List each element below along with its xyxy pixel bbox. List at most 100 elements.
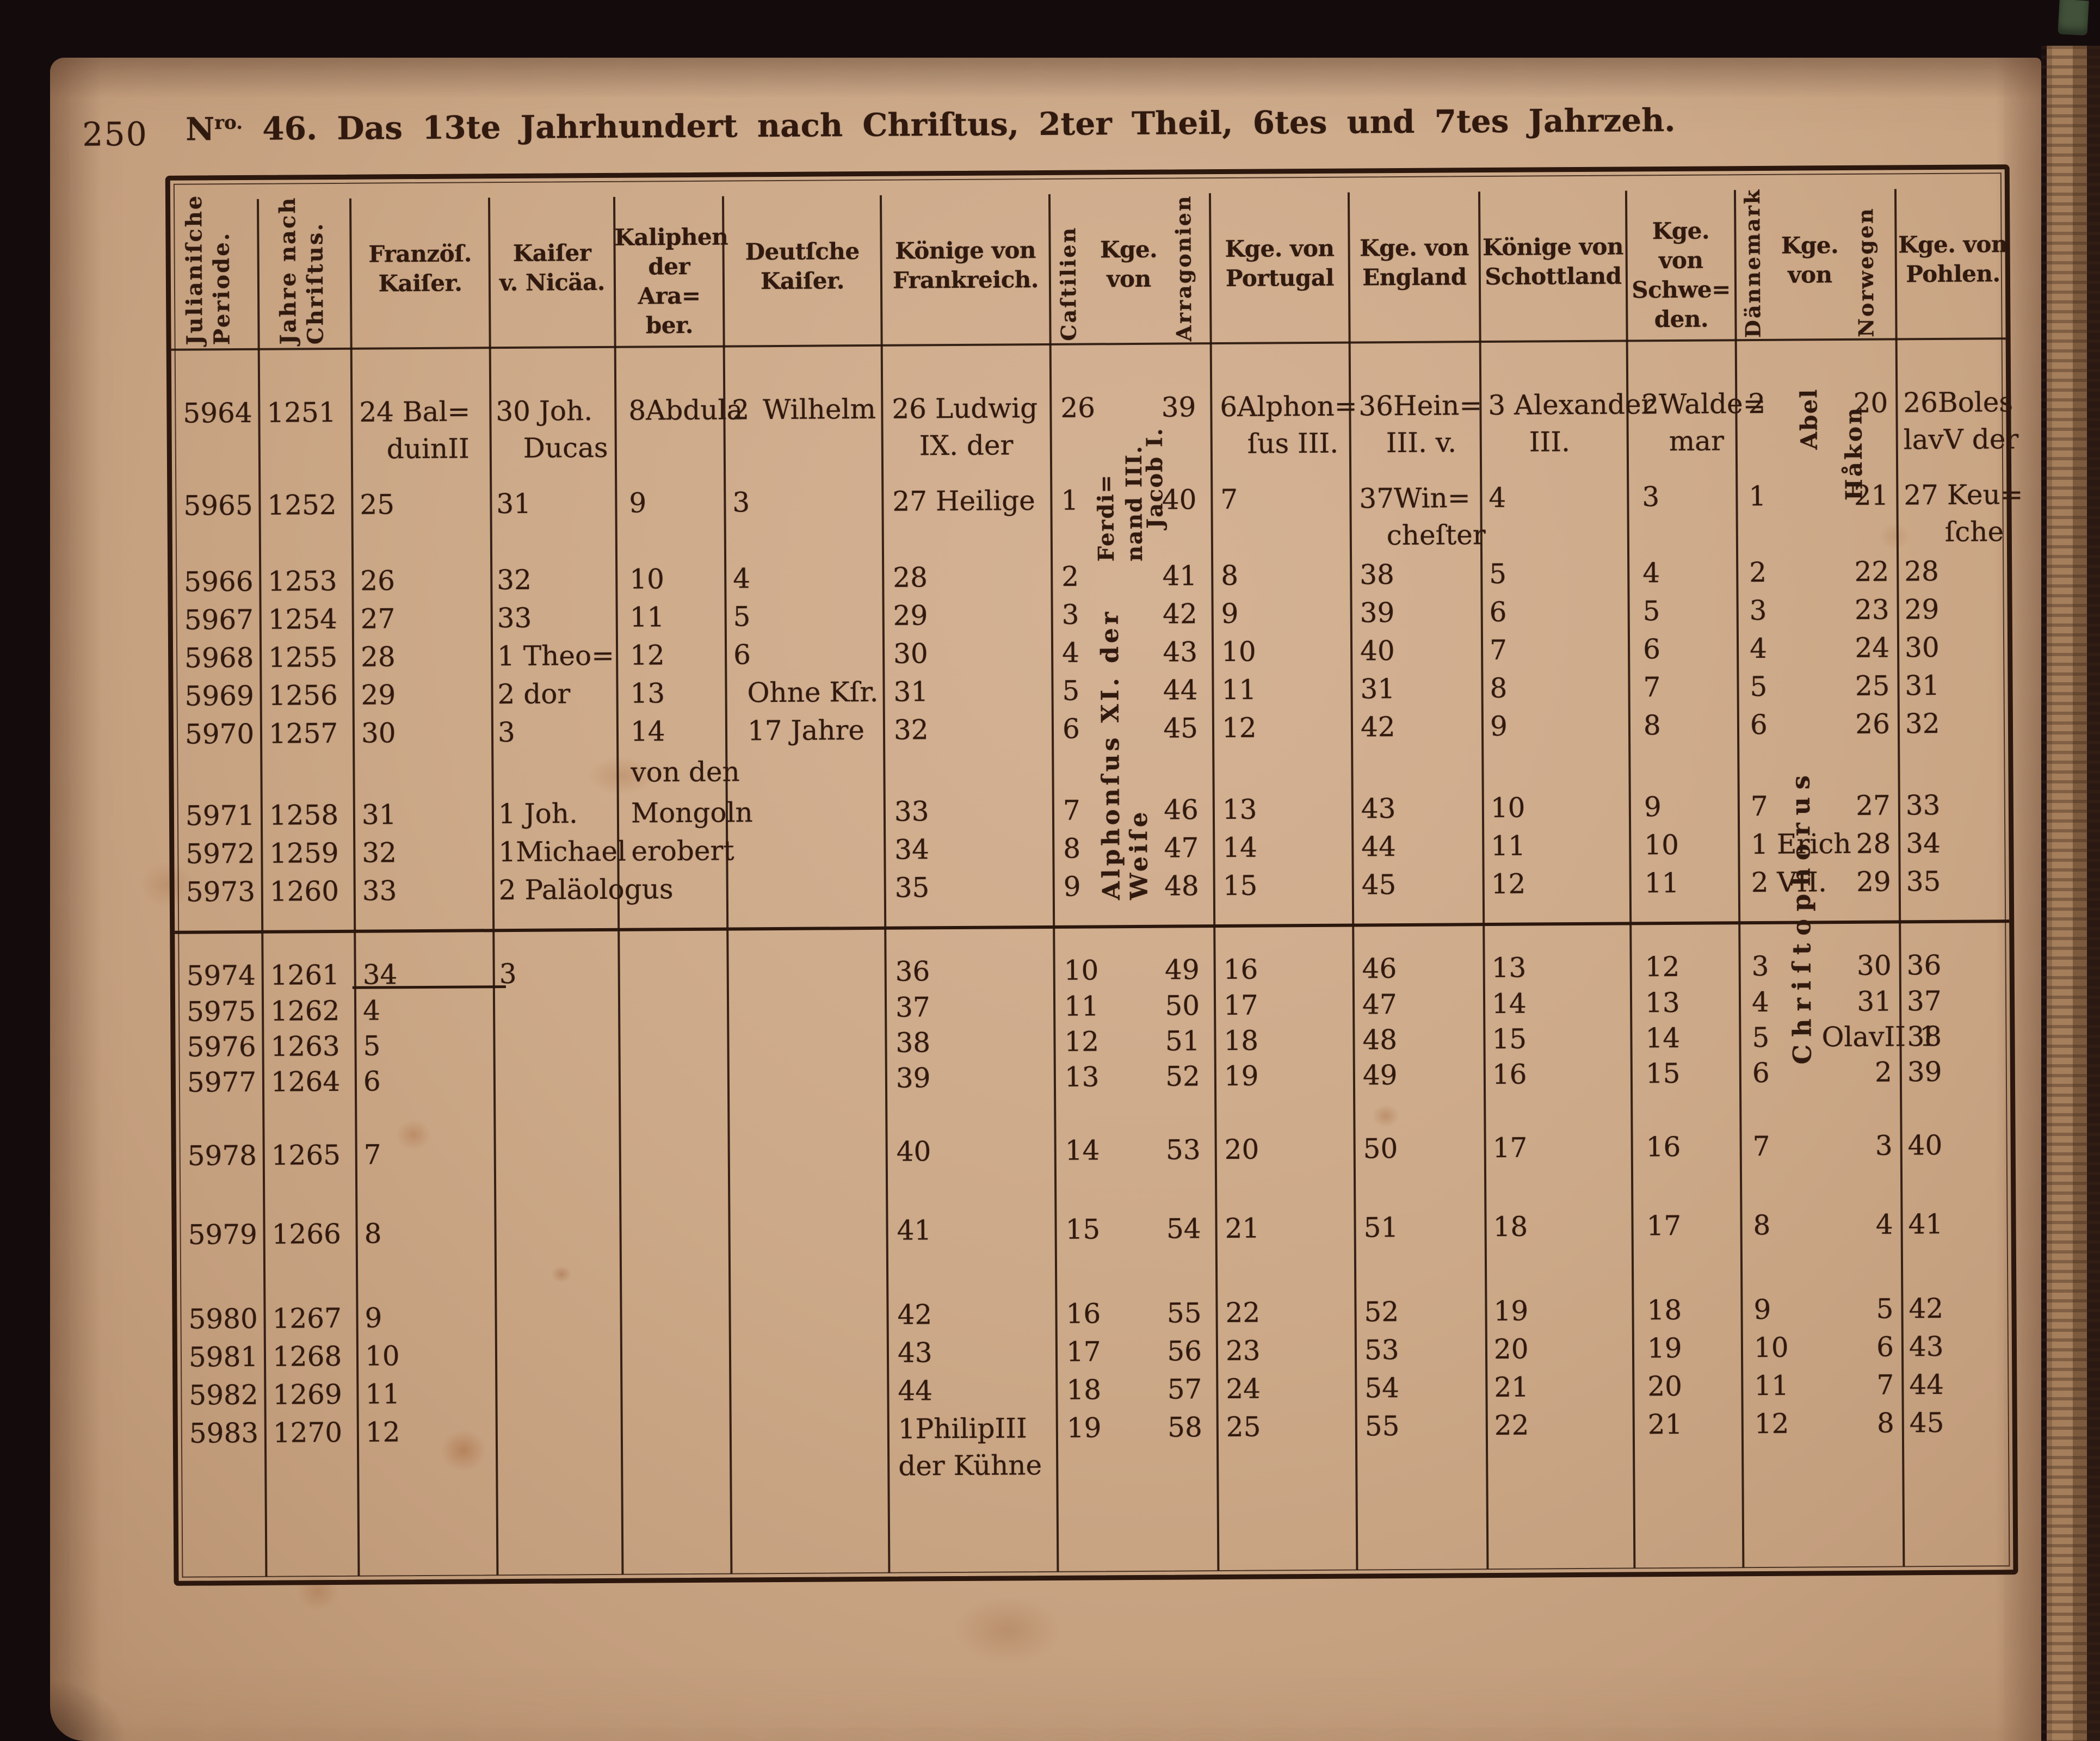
cell-norway: 28 (1856, 828, 1891, 860)
cell-norway: 8 (1876, 1407, 1894, 1439)
cell-sweden: 6 (1642, 633, 1661, 665)
cell-caliph (621, 1298, 730, 1335)
cell-denmark: 8 (1753, 1209, 1771, 1242)
cell-poland: 27 Keu= ſche (1904, 479, 2023, 548)
cell-castile: 10 (1064, 954, 1099, 986)
cell-sweden: 3 (1642, 481, 1660, 513)
cell-england: 39 (1360, 597, 1395, 629)
cell-france: 35 (894, 872, 930, 904)
cell-castile: 15 (1065, 1213, 1101, 1245)
cell-castile-aragon: 10 49 (1054, 951, 1214, 989)
cell-year: 1263 (270, 1030, 340, 1063)
cell-england: 54 (1364, 1372, 1400, 1404)
cell-french-emperor: 12 (365, 1416, 400, 1448)
cell-england: 40 (1360, 635, 1395, 667)
header-nicaea-emperors: Kaiſer v. Nicäa. (499, 239, 606, 297)
cell-portugal: 22 (1225, 1297, 1261, 1329)
cell-german-emperor (729, 1212, 887, 1250)
cell-caliph: von den (631, 756, 740, 788)
cell-norway: OlavII 1 (1821, 1021, 1937, 1053)
cell-german-emperor (728, 1024, 886, 1063)
cell-german-emperor: 4 (733, 563, 751, 595)
cell-year: 1265 (271, 1139, 341, 1171)
cell-year: 1257 (268, 717, 338, 750)
cell-portugal: 16 (1223, 953, 1258, 986)
cell-scotland: 18 (1493, 1211, 1528, 1243)
cell-norway: 3 (1875, 1129, 1893, 1162)
cell-year: 1261 (270, 959, 340, 991)
cell-castile: 3 (1061, 598, 1079, 631)
cell-caliph (620, 1061, 728, 1098)
cell-castile: 9 (1063, 870, 1081, 903)
cell-nicaea-emperor: 2 Paläologus (498, 873, 674, 906)
cell-england: 52 (1364, 1296, 1399, 1328)
cell-castile-aragon: 15 54 (1055, 1210, 1216, 1248)
cell-julian-period: 5969 (184, 680, 255, 712)
cell-denmark: 9 (1753, 1293, 1771, 1326)
cell-french-emperor: 34 (362, 959, 398, 991)
cell-castile-aragon: 3 42 (1052, 595, 1212, 633)
cell-poland: 26Boles lavV der (1903, 386, 2019, 456)
header-kings-of-england: Kge. von England (1360, 234, 1469, 291)
cell-portugal (1213, 750, 1352, 788)
cell-poland: 44 (1909, 1368, 1944, 1401)
cell-aragon: 41 (1162, 560, 1197, 592)
cell-aragon: 43 (1163, 636, 1198, 668)
cell-poland (1899, 745, 2013, 783)
header-kings-of-france: Könige von Frankreich. (892, 237, 1039, 294)
cell-france: 26 Ludwig IX. der (892, 392, 1038, 462)
cell-poland: 32 (1905, 707, 1940, 740)
cell-year: 1260 (269, 875, 339, 907)
cell-poland: 43 (1908, 1330, 1944, 1363)
cell-aragon: 55 (1166, 1297, 1202, 1329)
cell-castile-aragon: 6 45 (1053, 709, 1213, 748)
cell-denmark-norway: 7 27 (1739, 787, 1899, 825)
cell-year: 1255 (268, 641, 338, 674)
cell-castile-aragon: 18 57 (1057, 1370, 1217, 1409)
header-kings-of-portugal: Kge. von Portugal (1225, 234, 1335, 292)
cell-england: 49 (1362, 1059, 1398, 1091)
cell-castile-aragon: 19 58 (1057, 1409, 1218, 1484)
cell-nicaea-emperor (494, 1026, 619, 1064)
cell-julian-period: 5965 (183, 489, 253, 522)
cell-scotland: 15 (1492, 1023, 1527, 1055)
cell-castile: 5 (1062, 675, 1080, 707)
cell-caliph (621, 1336, 730, 1373)
cell-england: 42 (1360, 711, 1395, 743)
cell-poland: 34 (1906, 827, 1941, 860)
cell-french-emperor: 5 (363, 1030, 381, 1062)
cell-julian-period: 5966 (184, 565, 254, 598)
cell-scotland: 9 (1490, 710, 1508, 743)
cell-julian-period: 5981 (188, 1341, 258, 1373)
cell-france: 44 (898, 1375, 933, 1407)
cell-caliph (619, 870, 727, 908)
cell-denmark: 4 (1749, 632, 1768, 665)
cell-poland: 35 (1906, 865, 1941, 898)
cell-caliph: 8Abdula (628, 394, 743, 427)
cell-german-emperor (728, 1060, 886, 1098)
cell-french-emperor: 7 (363, 1139, 381, 1171)
cell-scotland: 11 (1491, 830, 1526, 862)
cell-poland: 31 (1905, 669, 1940, 702)
page-number: 250 (82, 115, 149, 154)
cell-england: 50 (1363, 1133, 1398, 1165)
cell-norway (1820, 746, 1899, 783)
cell-french-emperor: 4 (362, 995, 381, 1027)
cell-caliph (619, 990, 728, 1028)
cell-castile: 26 (1060, 392, 1096, 424)
cell-denmark-norway: 3 23 (1737, 591, 1898, 629)
cell-julian-period: 5974 (186, 959, 256, 992)
cell-france: 33 (894, 795, 929, 828)
cell-france: 1PhilipIII der Kühne (898, 1412, 1042, 1482)
header-caliphs: Kaliphen der Ara= ber. (614, 223, 728, 339)
cell-caliph: 14 (630, 715, 665, 748)
cell-denmark: 7 (1752, 1130, 1770, 1163)
cell-castile-aragon: 8 47 (1053, 829, 1214, 867)
header-aragon-label: Arragonien (1170, 194, 1196, 342)
cell-norway: 29 (1856, 866, 1891, 898)
cell-german-emperor: 6 (733, 639, 751, 671)
cell-year: 1266 (271, 1218, 342, 1250)
cell-england: 37Win= cheſter (1359, 482, 1486, 552)
